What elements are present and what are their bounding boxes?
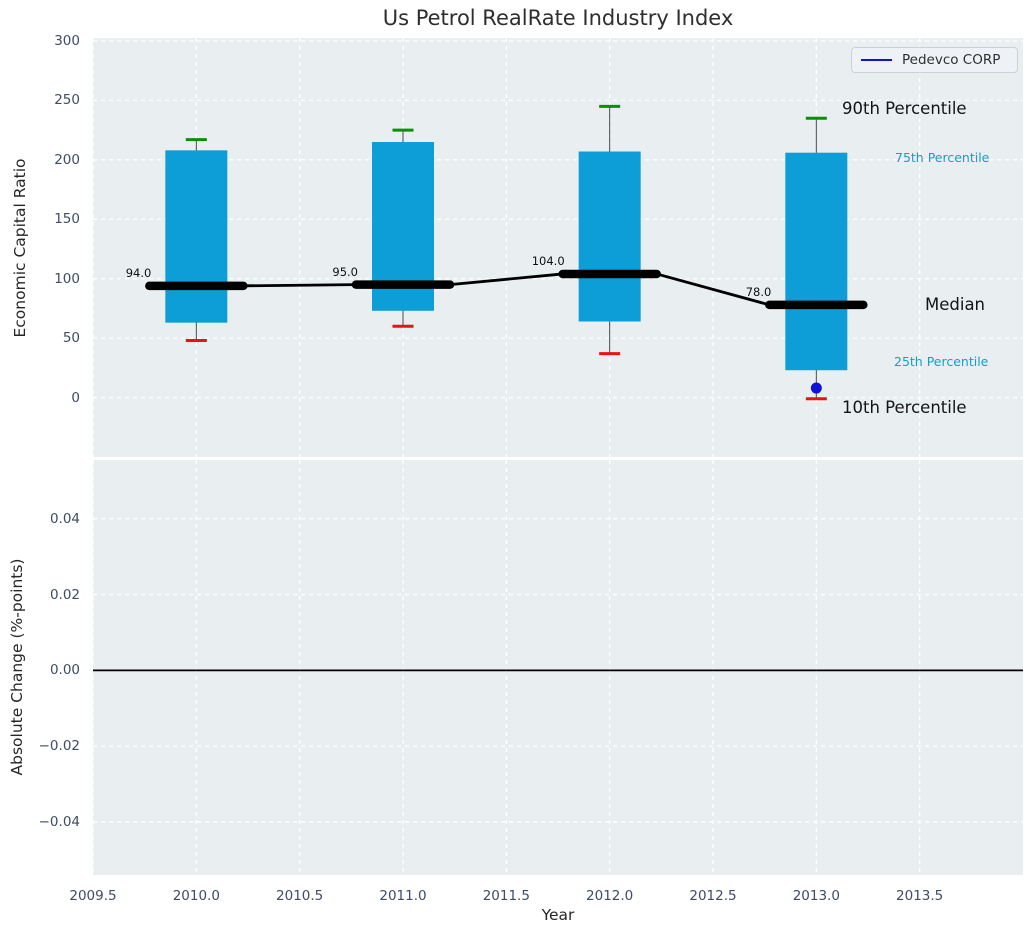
legend-line-swatch [861, 59, 892, 61]
x-tick-label: 2011.0 [379, 888, 427, 904]
y-axis-label-bottom: Absolute Change (%-points) [8, 558, 26, 776]
median-connector [656, 272, 770, 307]
x-tick-label: 2013.0 [792, 888, 840, 904]
x-axis-label: Year [541, 906, 575, 924]
x-tick-label: 2009.5 [69, 888, 117, 904]
annotation-10th-percentile: 10th Percentile [842, 398, 967, 417]
legend-label: Pedevco CORP [902, 52, 1001, 68]
median-connector [449, 272, 563, 287]
percentile-box [165, 150, 228, 323]
annotation-90th-percentile: 90th Percentile [842, 99, 967, 118]
top-y-tick-label: 150 [54, 211, 80, 228]
top-y-tick-label: 200 [54, 151, 80, 168]
annotation-75th-percentile: 75th Percentile [895, 150, 990, 165]
median-value-label: 78.0 [745, 284, 772, 299]
legend: Pedevco CORP [851, 47, 1018, 73]
x-tick-label: 2012.5 [689, 888, 737, 904]
bottom-y-tick-label: 0.02 [49, 586, 80, 603]
bottom-plot-background [93, 460, 1023, 875]
median-value-label: 95.0 [332, 264, 358, 279]
bottom-y-tick-label: −0.04 [38, 813, 80, 830]
x-tick-label: 2011.5 [482, 888, 530, 904]
x-tick-label: 2013.5 [896, 888, 944, 904]
top-plot-background [93, 38, 1023, 457]
bottom-y-tick-label: 0.04 [49, 510, 80, 527]
median-value-label: 94.0 [125, 265, 152, 280]
bottom-y-tick-label: 0.00 [49, 662, 80, 679]
annotation-25th-percentile: 25th Percentile [894, 354, 989, 369]
median-connector [243, 283, 357, 288]
top-y-tick-label: 100 [54, 270, 80, 287]
bottom-y-tick-label: −0.02 [38, 738, 80, 755]
x-tick-label: 2010.0 [172, 888, 220, 904]
percentile-box [578, 151, 641, 322]
top-y-tick-label: 50 [62, 330, 80, 347]
median-value-label: 104.0 [531, 253, 565, 268]
x-tick-label: 2010.5 [276, 888, 324, 904]
top-y-tick-label: 250 [54, 92, 80, 109]
x-tick-label: 2012.0 [586, 888, 634, 904]
top-y-tick-label: 0 [71, 389, 80, 406]
y-axis-label-top: Economic Capital Ratio [11, 158, 29, 338]
annotation-median: Median [925, 295, 986, 314]
top-y-tick-label: 300 [54, 32, 80, 49]
company-point [810, 382, 822, 394]
chart-title: Us Petrol RealRate Industry Index [382, 6, 734, 30]
percentile-box [785, 152, 848, 371]
